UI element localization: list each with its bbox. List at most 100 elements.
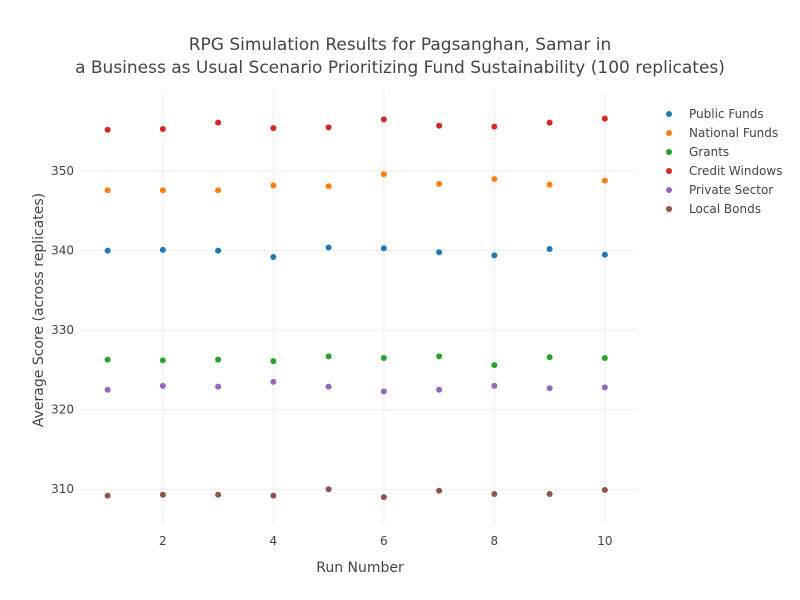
data-point-public-funds[interactable]	[270, 254, 277, 261]
data-point-national-funds[interactable]	[325, 183, 332, 190]
data-point-credit-windows[interactable]	[104, 126, 111, 133]
data-point-public-funds[interactable]	[491, 252, 498, 259]
data-point-public-funds[interactable]	[546, 246, 553, 253]
data-point-grants[interactable]	[380, 354, 387, 361]
series-public-funds	[104, 244, 608, 261]
data-point-public-funds[interactable]	[159, 246, 166, 253]
data-point-grants[interactable]	[436, 353, 443, 360]
legend-marker	[666, 149, 672, 155]
legend-item-grants[interactable]: Grants	[666, 145, 729, 159]
data-point-national-funds[interactable]	[215, 187, 222, 194]
data-point-local-bonds[interactable]	[601, 487, 608, 494]
series-grants	[104, 353, 608, 369]
data-point-local-bonds[interactable]	[325, 486, 332, 493]
x-tick-label: 10	[597, 534, 612, 548]
data-point-credit-windows[interactable]	[380, 116, 387, 123]
data-points	[104, 115, 608, 501]
legend-marker	[666, 130, 672, 136]
data-point-public-funds[interactable]	[380, 245, 387, 252]
data-point-credit-windows[interactable]	[601, 115, 608, 122]
data-point-grants[interactable]	[104, 356, 111, 363]
data-point-national-funds[interactable]	[104, 187, 111, 194]
data-point-public-funds[interactable]	[325, 244, 332, 251]
legend-item-national-funds[interactable]: National Funds	[666, 126, 778, 140]
series-national-funds	[104, 171, 608, 194]
y-axis-ticks: 310 320 330 340 350	[51, 164, 74, 496]
grid	[80, 90, 638, 525]
data-point-grants[interactable]	[491, 362, 498, 369]
data-point-private-sector[interactable]	[380, 388, 387, 395]
data-point-public-funds[interactable]	[436, 249, 443, 256]
data-point-public-funds[interactable]	[215, 247, 222, 254]
data-point-national-funds[interactable]	[270, 182, 277, 189]
data-point-local-bonds[interactable]	[436, 487, 443, 494]
data-point-credit-windows[interactable]	[546, 119, 553, 126]
data-point-national-funds[interactable]	[380, 171, 387, 178]
x-tick-label: 8	[491, 534, 499, 548]
legend-label: Local Bonds	[689, 202, 761, 216]
x-axis-ticks: 2 4 6 8 10	[159, 534, 612, 548]
legend-item-public-funds[interactable]: Public Funds	[666, 107, 764, 121]
legend-marker	[666, 206, 672, 212]
y-axis-title: Average Score (across replicates)	[31, 193, 47, 427]
data-point-credit-windows[interactable]	[491, 123, 498, 130]
legend-label: Grants	[689, 145, 729, 159]
x-axis-title: Run Number	[316, 560, 404, 576]
data-point-national-funds[interactable]	[546, 181, 553, 188]
legend-label: Public Funds	[689, 107, 764, 121]
legend-marker	[666, 168, 672, 174]
y-tick-label: 310	[51, 482, 74, 496]
data-point-grants[interactable]	[159, 357, 166, 364]
legend-marker	[666, 187, 672, 193]
data-point-national-funds[interactable]	[491, 176, 498, 183]
data-point-private-sector[interactable]	[270, 378, 277, 385]
data-point-local-bonds[interactable]	[491, 490, 498, 497]
data-point-private-sector[interactable]	[546, 385, 553, 392]
data-point-local-bonds[interactable]	[546, 490, 553, 497]
data-point-local-bonds[interactable]	[380, 494, 387, 501]
x-tick-label: 4	[270, 534, 278, 548]
data-point-national-funds[interactable]	[436, 180, 443, 187]
data-point-private-sector[interactable]	[159, 382, 166, 389]
data-point-local-bonds[interactable]	[104, 492, 111, 499]
data-point-national-funds[interactable]	[159, 187, 166, 194]
data-point-local-bonds[interactable]	[270, 492, 277, 499]
legend-item-private-sector[interactable]: Private Sector	[666, 183, 773, 197]
data-point-national-funds[interactable]	[601, 177, 608, 184]
data-point-public-funds[interactable]	[601, 251, 608, 258]
data-point-credit-windows[interactable]	[436, 122, 443, 129]
legend: Public Funds National Funds Grants Credit W…	[666, 107, 782, 216]
series-local-bonds	[104, 486, 608, 501]
data-point-credit-windows[interactable]	[215, 119, 222, 126]
data-point-private-sector[interactable]	[601, 384, 608, 391]
chart-title-line-2: a Business as Usual Scenario Prioritizin…	[75, 58, 725, 78]
legend-item-credit-windows[interactable]: Credit Windows	[666, 164, 782, 178]
legend-label: Credit Windows	[689, 164, 782, 178]
data-point-credit-windows[interactable]	[325, 124, 332, 131]
y-tick-label: 330	[51, 323, 74, 337]
data-point-grants[interactable]	[546, 354, 553, 361]
data-point-credit-windows[interactable]	[159, 125, 166, 132]
legend-marker	[666, 111, 672, 117]
data-point-credit-windows[interactable]	[270, 125, 277, 132]
legend-label: National Funds	[689, 126, 778, 140]
legend-item-local-bonds[interactable]: Local Bonds	[666, 202, 761, 216]
data-point-local-bonds[interactable]	[159, 491, 166, 498]
y-tick-label: 350	[51, 164, 74, 178]
series-private-sector	[104, 378, 608, 395]
chart-title-line-1: RPG Simulation Results for Pagsanghan, S…	[189, 35, 612, 55]
data-point-grants[interactable]	[215, 356, 222, 363]
data-point-private-sector[interactable]	[325, 383, 332, 390]
data-point-private-sector[interactable]	[491, 382, 498, 389]
data-point-private-sector[interactable]	[215, 383, 222, 390]
data-point-grants[interactable]	[270, 358, 277, 365]
data-point-public-funds[interactable]	[104, 247, 111, 254]
data-point-private-sector[interactable]	[436, 386, 443, 393]
data-point-private-sector[interactable]	[104, 386, 111, 393]
data-point-grants[interactable]	[325, 353, 332, 360]
data-point-grants[interactable]	[601, 354, 608, 361]
x-tick-label: 2	[159, 534, 167, 548]
data-point-local-bonds[interactable]	[215, 491, 222, 498]
